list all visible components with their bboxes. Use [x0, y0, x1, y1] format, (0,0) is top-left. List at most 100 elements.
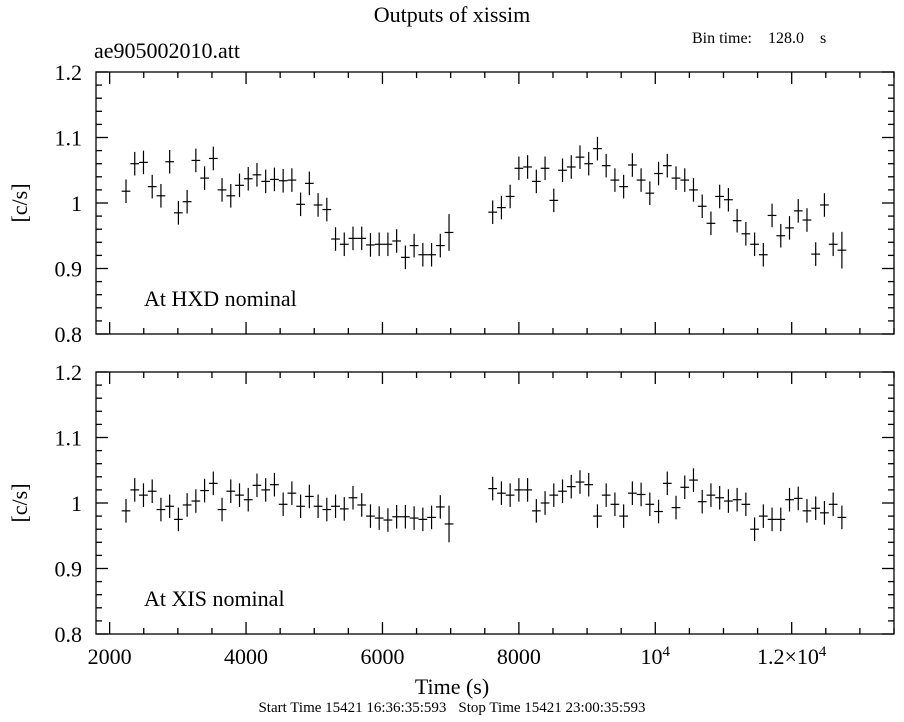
data-point	[139, 483, 148, 507]
data-point	[514, 156, 524, 181]
data-point	[558, 479, 567, 503]
data-point	[593, 136, 602, 161]
data-point	[706, 483, 716, 507]
y-tick-label: 1	[71, 491, 82, 516]
data-point	[409, 506, 419, 530]
data-point	[235, 173, 244, 198]
data-point	[802, 499, 812, 523]
data-point	[165, 494, 175, 519]
data-point	[654, 499, 663, 524]
data-point	[767, 507, 777, 532]
bin-time-value: 128.0	[768, 30, 804, 47]
data-point	[724, 489, 733, 513]
data-point	[697, 194, 707, 219]
data-point	[270, 472, 279, 497]
data-point	[715, 485, 725, 510]
data-point	[304, 484, 314, 509]
data-point	[427, 505, 436, 530]
data-point	[566, 474, 576, 499]
data-point	[488, 476, 498, 501]
data-point	[680, 168, 690, 192]
data-point	[566, 155, 576, 179]
data-point	[505, 184, 515, 209]
data-point	[689, 178, 698, 202]
data-point	[322, 197, 332, 222]
data-point	[811, 496, 821, 521]
stop-time: Stop Time 15421 23:00:35:593	[458, 700, 646, 716]
data-point	[575, 470, 585, 494]
data-point	[270, 167, 279, 192]
data-point	[671, 495, 681, 520]
data-point	[558, 158, 567, 183]
data-point	[191, 489, 201, 513]
data-point	[828, 492, 838, 517]
data-point	[820, 193, 829, 217]
data-point	[689, 468, 698, 492]
data-point	[339, 232, 349, 257]
data-point	[820, 501, 829, 525]
panel-1	[95, 71, 895, 335]
data-point	[191, 148, 201, 173]
data-point	[383, 232, 393, 257]
data-point	[435, 495, 445, 519]
data-point	[156, 497, 166, 522]
data-point	[392, 229, 402, 253]
data-point	[427, 242, 436, 267]
data-point	[549, 483, 559, 507]
data-point	[523, 478, 532, 502]
data-point	[619, 504, 628, 528]
data-point	[802, 208, 812, 232]
x-axis-label: Time (s)	[414, 674, 490, 699]
x-tick-label: 2000	[88, 644, 132, 669]
x-tick-label: 1.2×104	[757, 644, 827, 669]
data-point	[304, 171, 314, 196]
data-point	[226, 479, 236, 503]
y-tick-label: 1.2	[55, 60, 83, 85]
panel-annotation: At XIS nominal	[144, 586, 285, 611]
bin-time-label: Bin time:	[692, 30, 752, 47]
data-point	[750, 517, 759, 541]
data-point	[758, 242, 768, 267]
data-point	[418, 507, 428, 532]
data-point	[322, 497, 332, 522]
data-point	[628, 481, 637, 505]
chart-title: Outputs of xissim	[373, 2, 531, 27]
data-point	[409, 233, 419, 258]
data-point	[287, 481, 297, 505]
y-tick-label: 1.1	[55, 426, 83, 451]
y-axis-label: [c/s]	[7, 483, 32, 522]
data-point	[313, 494, 323, 519]
data-point	[601, 153, 611, 178]
y-tick-label: 1.2	[55, 360, 83, 385]
data-point	[200, 478, 209, 503]
x-tick-label: 4000	[224, 644, 268, 669]
data-point	[444, 505, 454, 543]
y-tick-label: 1	[71, 191, 82, 216]
data-point	[593, 504, 602, 528]
data-point	[182, 189, 192, 214]
bin-time-readout: Bin time: 128.0 s	[692, 30, 842, 48]
data-point	[828, 232, 838, 257]
data-point	[287, 168, 297, 192]
data-point	[767, 203, 777, 228]
data-point	[497, 481, 506, 505]
data-point	[662, 471, 672, 496]
y-tick-label: 0.9	[55, 257, 83, 282]
data-point	[497, 195, 506, 220]
data-point	[776, 223, 786, 248]
data-point	[366, 233, 375, 257]
data-point	[261, 478, 271, 502]
data-point	[610, 168, 620, 192]
data-point	[252, 163, 262, 187]
data-point	[174, 201, 183, 225]
data-point	[147, 174, 157, 199]
data-point	[584, 151, 594, 176]
data-point	[200, 166, 209, 190]
data-point	[724, 187, 733, 212]
data-point	[121, 179, 131, 203]
data-point	[139, 150, 148, 175]
data-point	[339, 497, 349, 521]
data-point	[217, 178, 227, 202]
data-point	[261, 169, 271, 194]
